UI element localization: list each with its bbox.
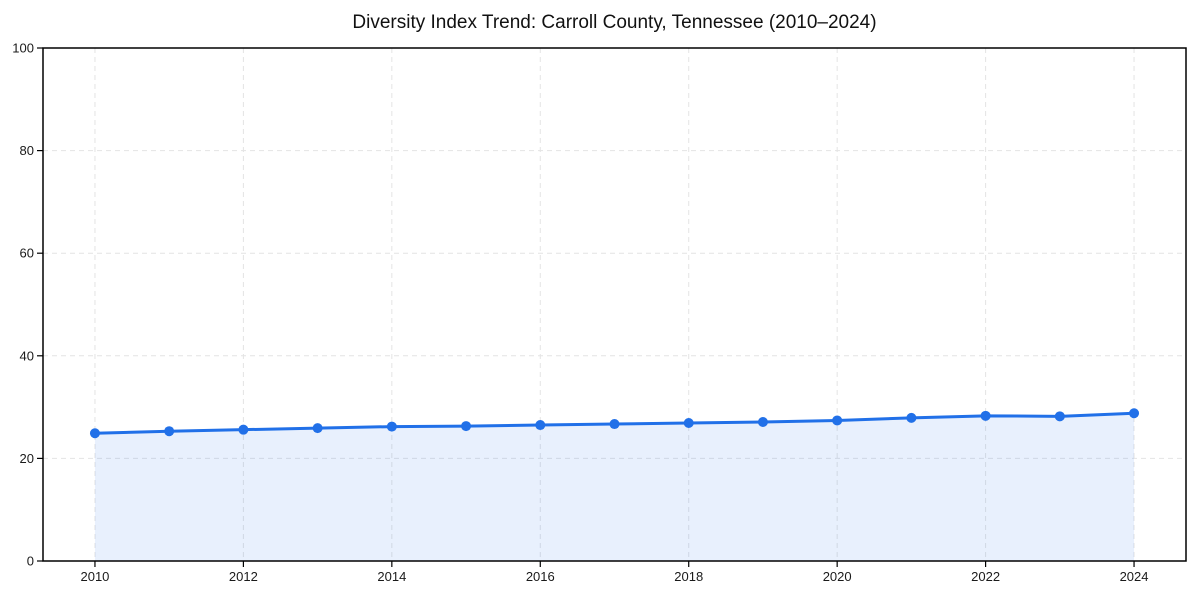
plot-border [42, 47, 1187, 562]
data-point-2023 [1054, 411, 1065, 422]
data-point-2021 [906, 412, 917, 423]
data-point-2024 [1129, 408, 1140, 419]
x-tick-label: 2022 [971, 569, 1000, 584]
y-tick-label: 100 [12, 41, 34, 56]
chart-title: Diversity Index Trend: Carroll County, T… [352, 12, 877, 33]
x-tick-label: 2016 [526, 569, 555, 584]
y-tick-label: 0 [27, 554, 34, 569]
data-point-2020 [832, 415, 843, 426]
area-fill [94, 413, 1135, 561]
y-tick-label: 40 [20, 348, 34, 363]
x-tick-label: 2020 [823, 569, 852, 584]
data-point-2019 [757, 416, 768, 427]
x-tick-label: 2014 [377, 569, 406, 584]
data-point-2012 [238, 424, 249, 435]
data-point-2010 [89, 428, 100, 439]
y-tick-label: 80 [20, 143, 34, 158]
x-tick-label: 2018 [674, 569, 703, 584]
x-tick-label: 2024 [1120, 569, 1149, 584]
y-tick-label: 20 [20, 451, 34, 466]
x-tick-label: 2010 [80, 569, 109, 584]
data-point-2015 [461, 421, 472, 432]
data-point-2017 [609, 419, 620, 430]
data-point-2018 [683, 418, 694, 429]
data-point-2013 [312, 423, 323, 434]
y-tick-label: 60 [20, 246, 34, 261]
data-point-2014 [386, 421, 397, 432]
data-point-2022 [980, 410, 991, 421]
x-tick-label: 2012 [229, 569, 258, 584]
data-point-2011 [164, 426, 175, 437]
data-point-2016 [535, 420, 546, 431]
